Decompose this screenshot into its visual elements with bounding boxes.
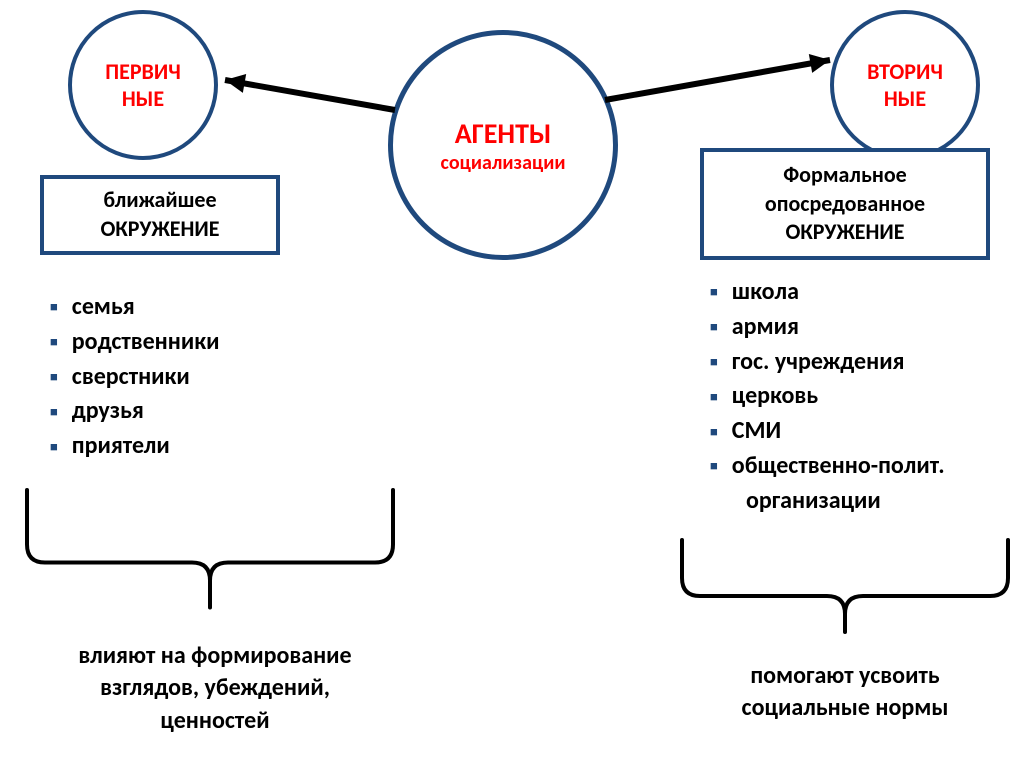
left-bottom-line1: влияют на формирование bbox=[30, 640, 400, 672]
left-brace bbox=[25, 480, 395, 630]
center-title: АГЕНТЫ bbox=[455, 116, 552, 151]
list-item: семья bbox=[50, 290, 219, 325]
right-bullet-list: школаармиягос. учрежденияцерковьСМИобщес… bbox=[710, 275, 945, 519]
list-item: церковь bbox=[710, 379, 945, 414]
right-circle-line2: НЫЕ bbox=[884, 85, 926, 112]
right-bottom-line2: социальные нормы bbox=[685, 692, 1005, 724]
left-bullet-list: семьяродственникисверстникидрузьяприятел… bbox=[50, 290, 219, 464]
list-item: СМИ bbox=[710, 414, 945, 449]
left-bottom-line2: взглядов, убеждений, bbox=[30, 672, 400, 704]
left-bottom-line3: ценностей bbox=[30, 705, 400, 737]
right-bottom-line1: помогают усвоить bbox=[685, 660, 1005, 692]
list-item: организации bbox=[710, 484, 945, 519]
right-circle-line1: ВТОРИЧ bbox=[867, 58, 943, 85]
list-item: школа bbox=[710, 275, 945, 310]
right-brace bbox=[680, 530, 1010, 650]
right-rect: Формальное опосредованное ОКРУЖЕНИЕ bbox=[700, 148, 990, 260]
center-subtitle: социализации bbox=[441, 151, 566, 175]
center-circle: АГЕНТЫ социализации bbox=[388, 30, 618, 260]
left-bottom-text: влияют на формирование взглядов, убежден… bbox=[30, 640, 400, 737]
list-item: родственники bbox=[50, 325, 219, 360]
list-item: приятели bbox=[50, 429, 219, 464]
list-item: гос. учреждения bbox=[710, 345, 945, 380]
left-circle-line1: ПЕРВИЧ bbox=[105, 58, 181, 85]
right-rect-line3: ОКРУЖЕНИЕ bbox=[786, 218, 905, 247]
right-circle: ВТОРИЧ НЫЕ bbox=[830, 10, 980, 160]
list-item: общественно-полит. bbox=[710, 449, 945, 484]
list-item: сверстники bbox=[50, 360, 219, 395]
left-rect-line1: ближайшее bbox=[103, 186, 216, 215]
right-rect-line2: опосредованное bbox=[765, 190, 925, 219]
right-rect-line1: Формальное bbox=[783, 161, 906, 190]
right-bottom-text: помогают усвоить социальные нормы bbox=[685, 660, 1005, 725]
list-item: армия bbox=[710, 310, 945, 345]
left-circle: ПЕРВИЧ НЫЕ bbox=[68, 10, 218, 160]
left-circle-line2: НЫЕ bbox=[122, 85, 164, 112]
left-rect: ближайшее ОКРУЖЕНИЕ bbox=[40, 175, 280, 255]
list-item: друзья bbox=[50, 394, 219, 429]
left-rect-line2: ОКРУЖЕНИЕ bbox=[101, 215, 220, 244]
